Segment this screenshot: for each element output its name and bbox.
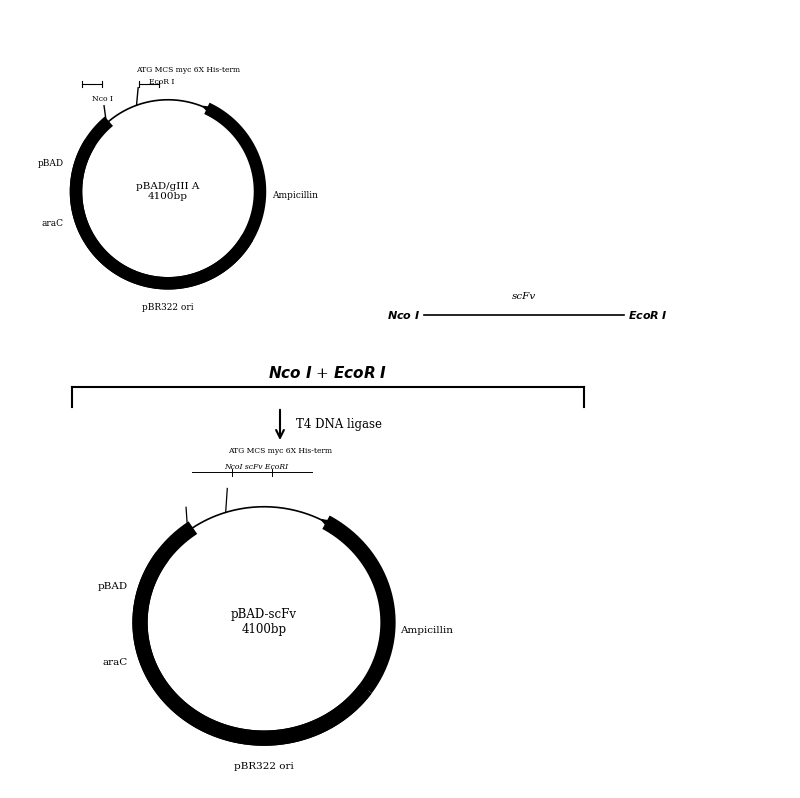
Text: pBAD: pBAD — [98, 582, 128, 591]
Text: $\bfit{Nco}$ $\bfit{I}$: $\bfit{Nco}$ $\bfit{I}$ — [387, 309, 420, 322]
Text: ATG MCS myc 6X His-term: ATG MCS myc 6X His-term — [136, 66, 240, 74]
Text: NcoI scFv EcoRI: NcoI scFv EcoRI — [224, 463, 288, 471]
Text: $\bfit{Nco}$ $\bfit{I}$ + $\bfit{Eco}$$\bfit{R}$ $\bfit{I}$: $\bfit{Nco}$ $\bfit{I}$ + $\bfit{Eco}$$\… — [269, 365, 387, 381]
Text: pBAD-scFv
4100bp: pBAD-scFv 4100bp — [231, 608, 297, 637]
Text: EcoR I: EcoR I — [149, 78, 174, 86]
Polygon shape — [322, 519, 338, 532]
Polygon shape — [237, 237, 249, 250]
Text: $\bfit{Eco}$$\bfit{R}$ $\bfit{I}$: $\bfit{Eco}$$\bfit{R}$ $\bfit{I}$ — [628, 309, 668, 322]
Text: araC: araC — [102, 658, 128, 667]
Polygon shape — [239, 234, 250, 247]
Polygon shape — [354, 685, 369, 701]
Polygon shape — [203, 106, 217, 117]
Polygon shape — [354, 685, 369, 701]
Text: scFv: scFv — [512, 292, 536, 301]
Text: ATG MCS myc 6X His-term: ATG MCS myc 6X His-term — [228, 447, 332, 455]
Text: Ampicillin: Ampicillin — [272, 191, 318, 200]
Text: Nco I: Nco I — [92, 96, 113, 104]
Text: pBAD: pBAD — [38, 159, 64, 168]
Polygon shape — [152, 551, 166, 568]
Text: pBR322 ori: pBR322 ori — [142, 303, 194, 312]
Text: pBAD/gIII A
4100bp: pBAD/gIII A 4100bp — [136, 182, 200, 201]
Text: pBR322 ori: pBR322 ori — [234, 762, 294, 771]
Polygon shape — [82, 139, 92, 152]
Polygon shape — [88, 236, 98, 250]
Text: T4 DNA ligase: T4 DNA ligase — [296, 418, 382, 432]
Text: araC: araC — [42, 219, 64, 228]
Text: Ampicillin: Ampicillin — [400, 626, 453, 635]
Polygon shape — [152, 672, 165, 689]
